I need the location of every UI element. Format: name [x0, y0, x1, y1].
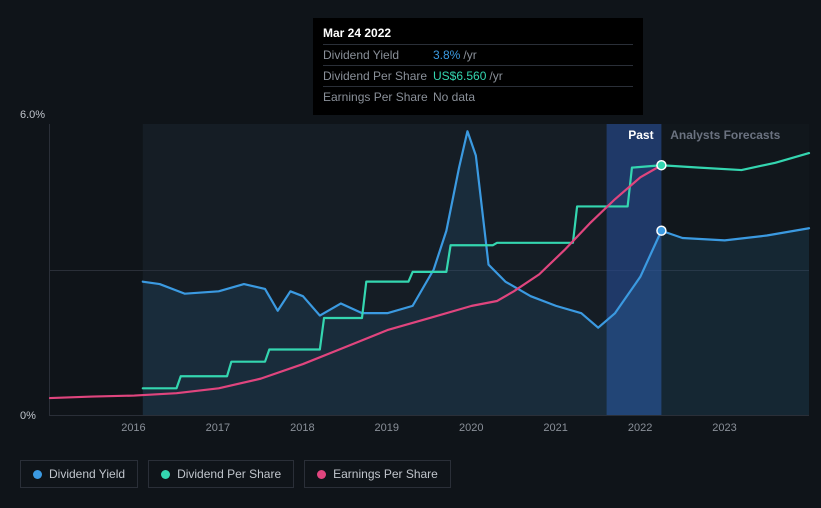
x-axis-tick: 2023 [712, 422, 736, 434]
tooltip-row: Dividend Yield3.8%/yr [323, 44, 633, 65]
tooltip-row: Earnings Per ShareNo data [323, 86, 633, 107]
tooltip-row-label: Dividend Per Share [323, 69, 433, 83]
legend-dot-icon [317, 470, 326, 479]
legend-item-dividend-per-share[interactable]: Dividend Per Share [148, 460, 294, 488]
tooltip-row-label: Earnings Per Share [323, 90, 433, 104]
tooltip-row-value: No data [433, 90, 475, 104]
legend-item-dividend-yield[interactable]: Dividend Yield [20, 460, 138, 488]
x-axis-tick: 2017 [206, 422, 230, 434]
tooltip-row: Dividend Per ShareUS$6.560/yr [323, 65, 633, 86]
chart-plot: 6.0% 0% Past Analysts Forecasts 2016 2017… [14, 100, 807, 445]
legend-item-earnings-per-share[interactable]: Earnings Per Share [304, 460, 451, 488]
y-axis-tick-bottom: 0% [20, 410, 36, 422]
forecast-region-label: Analysts Forecasts [670, 128, 780, 142]
x-axis-tick: 2021 [543, 422, 567, 434]
x-axis-tick: 2018 [290, 422, 314, 434]
y-axis-tick-top: 6.0% [20, 109, 45, 121]
tooltip-row-label: Dividend Yield [323, 48, 433, 62]
tooltip-date: Mar 24 2022 [323, 26, 633, 40]
tooltip-row-value: US$6.560/yr [433, 69, 503, 83]
x-axis-tick: 2020 [459, 422, 483, 434]
past-region-label: Past [628, 128, 653, 142]
x-axis-tick: 2022 [628, 422, 652, 434]
x-axis-tick: 2019 [375, 422, 399, 434]
tooltip-row-value: 3.8%/yr [433, 48, 477, 62]
chart-tooltip: Mar 24 2022 Dividend Yield3.8%/yrDividen… [313, 18, 643, 115]
x-axis-tick: 2016 [121, 422, 145, 434]
chart-legend: Dividend Yield Dividend Per Share Earnings… [20, 460, 451, 488]
legend-dot-icon [161, 470, 170, 479]
chart-container: Mar 24 2022 Dividend Yield3.8%/yrDividen… [0, 0, 821, 508]
legend-label: Dividend Per Share [177, 467, 281, 481]
legend-label: Earnings Per Share [333, 467, 438, 481]
legend-label: Dividend Yield [49, 467, 125, 481]
plot-area[interactable]: Past Analysts Forecasts [49, 124, 809, 416]
legend-dot-icon [33, 470, 42, 479]
